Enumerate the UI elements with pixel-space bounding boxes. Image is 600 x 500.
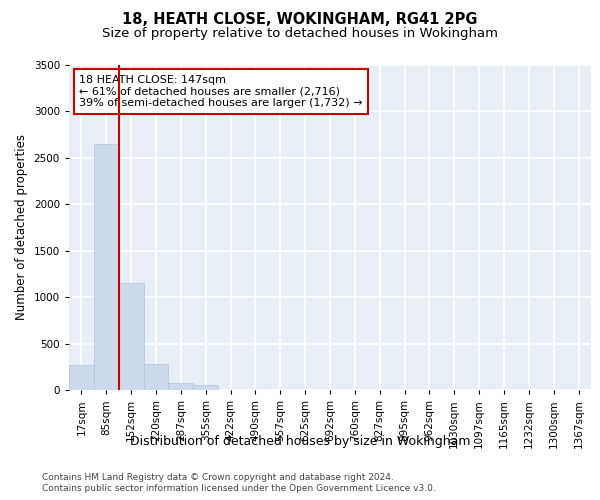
Y-axis label: Number of detached properties: Number of detached properties (15, 134, 28, 320)
Text: 18, HEATH CLOSE, WOKINGHAM, RG41 2PG: 18, HEATH CLOSE, WOKINGHAM, RG41 2PG (122, 12, 478, 28)
Text: Contains public sector information licensed under the Open Government Licence v3: Contains public sector information licen… (42, 484, 436, 493)
Bar (119, 283, 143, 390)
Text: Distribution of detached houses by size in Wokingham: Distribution of detached houses by size … (130, 435, 470, 448)
Bar (169, 382, 193, 390)
Bar (143, 364, 169, 390)
Bar (193, 386, 218, 390)
Text: 18 HEATH CLOSE: 147sqm
← 61% of detached houses are smaller (2,716)
39% of semi-: 18 HEATH CLOSE: 147sqm ← 61% of detached… (79, 74, 363, 108)
Text: Size of property relative to detached houses in Wokingham: Size of property relative to detached ho… (102, 28, 498, 40)
Text: Contains HM Land Registry data © Crown copyright and database right 2024.: Contains HM Land Registry data © Crown c… (42, 472, 394, 482)
Bar (69, 365, 94, 390)
Bar (94, 144, 119, 390)
